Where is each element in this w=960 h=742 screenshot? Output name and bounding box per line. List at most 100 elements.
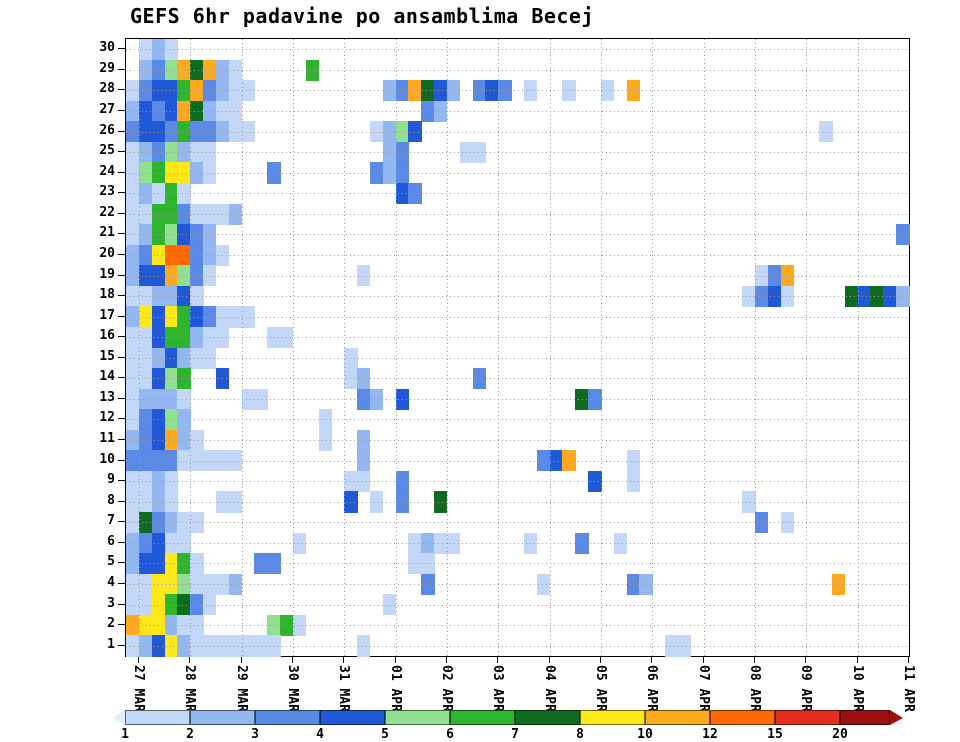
h-gridline [126,501,909,503]
h-gridline [126,604,909,606]
heatmap-cell [215,368,230,390]
heatmap-cell [626,80,641,102]
heatmap-cell [395,182,409,205]
heatmap-cell [151,100,166,122]
x-tick-mark [445,657,447,663]
heatmap-cell [472,368,486,390]
heatmap-cell [190,594,204,616]
h-gridline [126,213,909,215]
y-tick-mark [118,89,125,91]
heatmap-cell [164,614,178,637]
h-gridline [126,542,909,544]
heatmap-cell [151,39,166,61]
heatmap-cell [126,203,140,225]
x-tick-mark [497,657,499,663]
heatmap-cell [203,347,217,369]
heatmap-cell [395,470,409,493]
heatmap-cell [382,80,397,102]
heatmap-cell [164,224,178,246]
h-gridline [126,110,909,112]
heatmap-cell [190,306,204,328]
heatmap-cell [138,368,153,390]
heatmap-cell [549,450,563,472]
y-tick-label: 14 [99,369,115,385]
y-tick-mark [118,212,125,214]
heatmap-cell [203,80,217,102]
heatmap-cell [151,388,166,410]
colorbar-label: 12 [702,727,718,742]
heatmap-cell [138,532,153,554]
heatmap-cell [151,162,166,184]
heatmap-cell [164,203,178,225]
heatmap-cell [177,285,191,307]
h-gridline [126,254,909,256]
colorbar-segment [450,710,515,725]
v-gridline [652,39,654,656]
heatmap-cell [395,141,409,163]
heatmap-cell [190,573,204,595]
h-gridline [126,378,909,380]
heatmap-cell [767,265,782,287]
y-tick-label: 29 [99,60,115,76]
heatmap-cell [126,224,140,246]
heatmap-cell [754,512,769,534]
heatmap-cell [434,100,448,122]
heatmap-cell [742,491,756,513]
heatmap-cell [228,100,243,122]
y-tick-label: 27 [99,101,115,117]
heatmap-cell [126,285,140,307]
y-tick-mark [118,315,125,317]
heatmap-cell [831,573,846,595]
heatmap-cell [190,326,204,349]
heatmap-cell [164,59,178,81]
heatmap-cell [228,306,243,328]
heatmap-cell [228,450,243,472]
heatmap-cell [164,388,178,410]
heatmap-cell [177,450,191,472]
colorbar-segment [645,710,710,725]
x-tick-mark [908,657,909,663]
x-tick-mark [548,657,550,663]
h-gridline [126,172,909,174]
heatmap-cell [575,532,589,554]
y-tick-mark [118,377,125,379]
heatmap-cell [126,121,140,143]
heatmap-cell [138,429,153,451]
y-tick-mark [118,480,125,482]
heatmap-cell [151,244,166,266]
heatmap-cell [126,162,140,184]
y-tick-mark [118,68,125,70]
heatmap-cell [215,573,230,595]
heatmap-cell [126,553,140,575]
y-tick-label: 10 [99,451,115,467]
heatmap-cell [177,80,191,102]
y-tick-label: 18 [99,287,115,303]
heatmap-cell [164,409,178,431]
heatmap-cell [177,224,191,246]
heatmap-cell [138,224,153,246]
heatmap-cell [151,553,166,575]
colorbar-segment [125,710,190,725]
y-tick-mark [118,439,125,441]
heatmap-cell [126,244,140,266]
heatmap-cell [408,80,422,102]
h-gridline [126,193,909,195]
heatmap-cell [164,182,178,205]
heatmap-cell [754,265,769,287]
heatmap-cell [241,635,255,657]
heatmap-cell [164,512,178,534]
heatmap-cell [280,614,294,637]
colorbar-segment [580,710,645,725]
h-gridline [126,563,909,565]
heatmap-cell [126,635,140,657]
heatmap-cell [395,388,409,410]
heatmap-cell [164,532,178,554]
y-tick-mark [118,603,125,605]
y-tick-label: 22 [99,204,115,220]
heatmap-cell [138,594,153,616]
heatmap-cell [126,388,140,410]
heatmap-cell [896,224,910,246]
heatmap-cell [190,162,204,184]
heatmap-cell [190,553,204,575]
x-tick-mark [291,657,293,663]
